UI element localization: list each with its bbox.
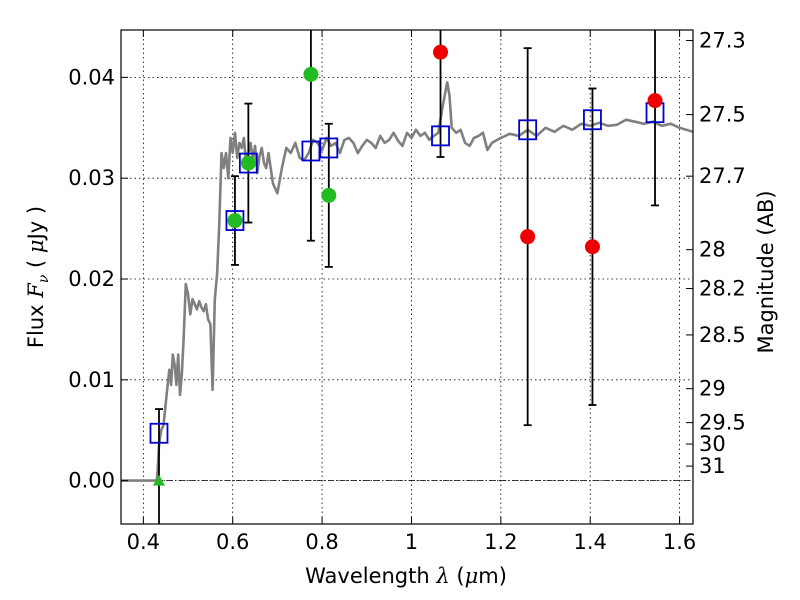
y-axis-title: Flux Fν ( μJy ) [24, 206, 52, 348]
observed-point-detected [303, 66, 319, 82]
y-tick-label: 0.03 [68, 166, 115, 190]
mag-tick-label: 28 [699, 238, 726, 262]
plot-frame [120, 29, 694, 525]
observed-point-low-significance [584, 239, 600, 255]
model-spectrum-line [121, 81, 693, 482]
observed-point-low-significance [647, 93, 663, 109]
plot-area [121, 30, 693, 524]
model-photometry-square [319, 137, 339, 159]
x-tick-label: 1 [405, 530, 418, 554]
model-photometry-square [225, 210, 245, 231]
x-tick-label: 0.8 [305, 530, 338, 554]
data-marks [121, 30, 693, 524]
mag-tick-label: 27.7 [699, 164, 746, 188]
x-tick-label: 1.2 [484, 530, 517, 554]
x-tick-label: 0.4 [127, 530, 160, 554]
observed-point-detected [227, 213, 243, 229]
x-axis-title: Wavelength λ (μm) [305, 564, 507, 588]
model-photometry-square [431, 125, 450, 147]
mag-tick-label: 28.5 [699, 323, 746, 347]
axis-ticks: 0.4 0.6 0.8 1 1.2 1.4 1.6 0.00 0.01 0.02 0.03 0.04 2… [68, 29, 746, 554]
model-photometry-square [238, 152, 258, 174]
observed-point-detected [240, 155, 256, 171]
y-tick-label: 0.00 [68, 469, 115, 493]
mag-tick-label: 28.2 [699, 277, 746, 301]
observed-point-low-significance [520, 229, 536, 245]
mag-tick-label: 29.5 [699, 411, 746, 435]
x-tick-label: 0.6 [216, 530, 249, 554]
mag-tick-label: 30 [699, 432, 726, 456]
x-tick-label: 1.4 [574, 530, 607, 554]
y2-axis-title: Magnitude (AB) [754, 190, 778, 353]
model-photometry-square [518, 119, 538, 141]
model-photometry-square [583, 109, 602, 131]
y-tick-label: 0.04 [68, 65, 115, 89]
observed-point-detected [321, 187, 337, 203]
model-photometry-square [149, 422, 169, 444]
y-tick-label: 0.01 [68, 368, 115, 392]
upper-limit-triangle [152, 474, 165, 486]
y-tick-label: 0.02 [68, 267, 115, 291]
mag-tick-label: 31 [699, 454, 726, 478]
mag-tick-label: 27.5 [699, 103, 746, 127]
mag-tick-label: 27.3 [699, 29, 746, 53]
x-tick-label: 1.6 [663, 530, 696, 554]
mag-tick-label: 29 [699, 377, 726, 401]
observed-point-low-significance [433, 44, 449, 60]
